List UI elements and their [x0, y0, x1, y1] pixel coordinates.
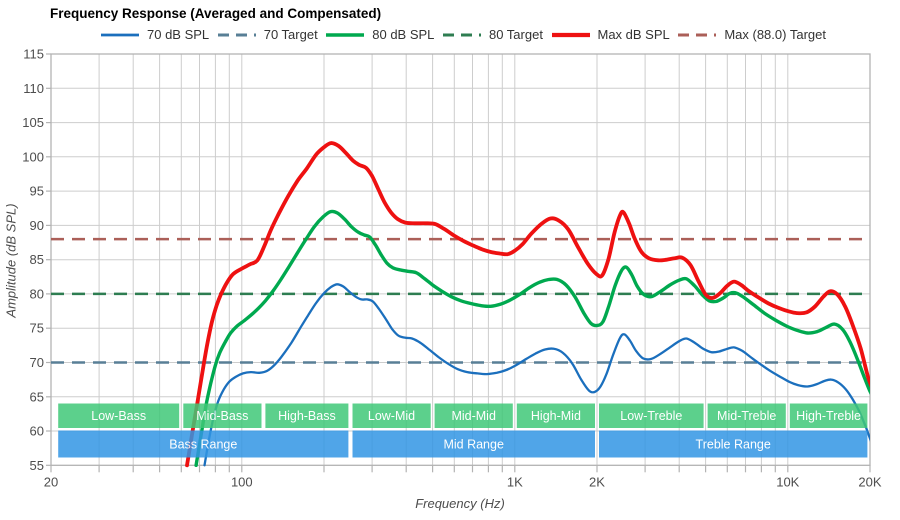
legend-label: 70 Target: [263, 27, 318, 42]
svg-text:55: 55: [30, 458, 44, 473]
legend-item-max-target: Max (88.0) Target: [677, 27, 826, 42]
band-low-mid: [352, 403, 431, 428]
svg-text:Mid Range: Mid Range: [443, 438, 503, 452]
legend-swatch-line: [551, 32, 590, 37]
svg-text:65: 65: [30, 389, 44, 404]
band-low-treble: [599, 403, 704, 428]
chart-title: Frequency Response (Averaged and Compens…: [50, 6, 382, 21]
svg-text:Low-Mid: Low-Mid: [368, 409, 415, 423]
curve-70-db-spl: [203, 283, 870, 467]
svg-text:80: 80: [30, 286, 44, 301]
band-low-bass: [58, 403, 180, 428]
axis-ticks: [46, 53, 871, 473]
svg-text:Mid-Bass: Mid-Bass: [196, 409, 248, 423]
legend-item-80-target: 80 Target: [442, 27, 543, 42]
band-high-bass: [265, 403, 349, 428]
legend-swatch-line: [101, 33, 139, 36]
y-tick-labels: 55 60 65 70 75 80 85 90 95 100 105 110 115: [22, 47, 44, 473]
svg-text:85: 85: [30, 252, 44, 267]
svg-text:70: 70: [30, 355, 44, 370]
curve-80-db-spl: [194, 209, 870, 467]
svg-text:Mid-Mid: Mid-Mid: [451, 409, 495, 423]
legend-item-70-db-spl: 70 dB SPL: [100, 27, 209, 42]
svg-text:High-Treble: High-Treble: [796, 409, 861, 423]
band-high-mid: [516, 403, 595, 428]
svg-text:Mid-Treble: Mid-Treble: [717, 409, 776, 423]
svg-text:100: 100: [22, 149, 44, 164]
svg-text:20K: 20K: [858, 474, 881, 489]
svg-text:High-Mid: High-Mid: [531, 409, 581, 423]
band-mid-treble: [707, 403, 786, 428]
gridlines: [51, 54, 871, 466]
svg-text:Low-Treble: Low-Treble: [620, 409, 682, 423]
frequency-bands: Low-Bass Mid-Bass High-Bass Low-Mid Mid-Mid H…: [58, 403, 868, 458]
svg-text:Low-Bass: Low-Bass: [91, 409, 146, 423]
svg-text:Treble Range: Treble Range: [696, 438, 771, 452]
svg-text:60: 60: [30, 424, 44, 439]
band-mid-mid: [434, 403, 513, 428]
legend-item-80-db-spl: 80 dB SPL: [325, 27, 434, 42]
legend-swatch-dashed-line: [678, 33, 717, 36]
chart-legend: 70 dB SPL 70 Target 80 dB SPL 80 Target …: [100, 27, 826, 42]
band-high-treble: [789, 403, 868, 428]
svg-text:115: 115: [23, 47, 44, 62]
band-treble-range: [599, 430, 868, 458]
legend-label: Max dB SPL: [597, 27, 670, 42]
svg-text:2K: 2K: [589, 474, 605, 489]
legend-swatch-dashed-line: [442, 33, 481, 36]
legend-label: 70 dB SPL: [147, 27, 210, 42]
y-axis-title: Amplitude (dB SPL): [3, 203, 19, 318]
svg-text:20: 20: [44, 474, 58, 489]
svg-text:75: 75: [30, 321, 44, 336]
svg-text:10K: 10K: [776, 474, 799, 489]
response-curves: [185, 141, 870, 468]
legend-label: Max (88.0) Target: [724, 27, 826, 42]
svg-text:Bass Range: Bass Range: [169, 438, 237, 452]
legend-item-70-target: 70 Target: [217, 27, 318, 42]
legend-swatch-dashed-line: [217, 33, 256, 36]
curve-max-db-spl: [185, 141, 870, 468]
band-mid-bass: [183, 403, 262, 428]
legend-label: 80 Target: [488, 27, 543, 42]
svg-text:110: 110: [23, 81, 44, 96]
band-bass-range: [58, 430, 349, 458]
svg-text:High-Bass: High-Bass: [278, 409, 336, 423]
legend-item-max-db-spl: Max dB SPL: [551, 27, 670, 42]
svg-text:100: 100: [231, 474, 253, 489]
svg-text:105: 105: [22, 115, 44, 130]
x-tick-labels: 20 100 1K 2K 10K 20K: [44, 474, 882, 489]
svg-text:90: 90: [30, 218, 44, 233]
x-axis-title: Frequency (Hz): [415, 496, 505, 511]
legend-label: 80 dB SPL: [372, 27, 435, 42]
legend-swatch-line: [326, 32, 365, 37]
band-mid-range: [352, 430, 595, 458]
svg-text:95: 95: [30, 184, 44, 199]
svg-text:1K: 1K: [507, 474, 523, 489]
